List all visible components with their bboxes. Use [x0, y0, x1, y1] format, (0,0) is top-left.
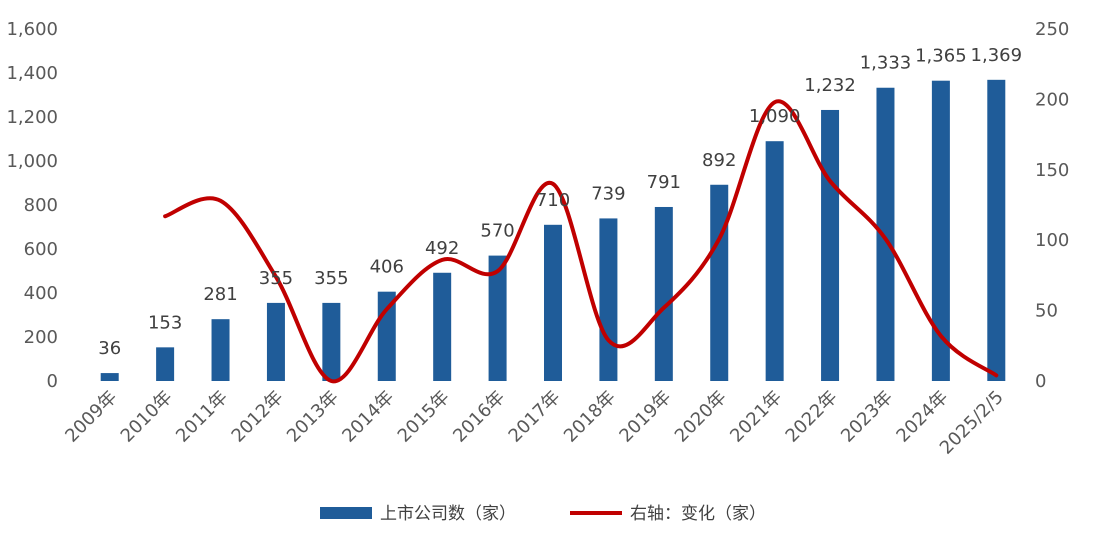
- bar: [987, 79, 1006, 381]
- bar-value-label: 36: [98, 338, 121, 359]
- x-axis-tick-label: 2012年: [228, 387, 288, 447]
- bar-value-label: 892: [702, 150, 736, 171]
- x-axis-labels: 2009年2010年2011年2012年2013年2014年2015年2016年…: [61, 387, 1008, 459]
- bar-value-label: 1,369: [971, 45, 1023, 66]
- right-axis-tick-label: 150: [1035, 160, 1069, 181]
- change-line: [163, 99, 999, 384]
- bar: [322, 302, 341, 381]
- right-axis: 0 50 100 150 200 250: [1035, 19, 1069, 392]
- left-axis-tick-label: 800: [24, 195, 58, 216]
- legend-bar-label: 上市公司数（家）: [380, 504, 516, 524]
- legend-line-label: 右轴：变化（家）: [630, 504, 766, 524]
- x-axis-tick-label: 2015年: [394, 387, 454, 447]
- bar-value-label: 710: [536, 190, 570, 211]
- right-axis-tick-label: 0: [1035, 371, 1046, 392]
- left-axis-tick-label: 0: [47, 371, 58, 392]
- bar-value-label: 355: [259, 268, 293, 289]
- bar: [266, 302, 285, 381]
- right-axis-tick-label: 50: [1035, 301, 1058, 322]
- bar-value-label: 739: [591, 183, 625, 204]
- x-axis-tick-label: 2019年: [615, 387, 675, 447]
- x-axis-tick-label: 2011年: [172, 387, 232, 447]
- bar-value-label: 1,333: [860, 53, 912, 74]
- legend-bar-swatch: [320, 507, 372, 519]
- left-axis-tick-label: 1,400: [6, 63, 58, 84]
- left-axis-tick-label: 1,000: [6, 151, 58, 172]
- bar-series: [100, 79, 1006, 382]
- bar: [876, 87, 895, 382]
- bar: [765, 141, 784, 381]
- bar: [931, 80, 950, 381]
- bar: [544, 224, 562, 381]
- x-axis-tick-label: 2023年: [837, 387, 897, 447]
- x-axis-tick-label: 2009年: [61, 387, 121, 447]
- bar-value-label: 406: [370, 257, 404, 278]
- left-axis-tick-label: 200: [24, 327, 58, 348]
- x-axis-tick-label: 2021年: [726, 387, 786, 447]
- x-axis-tick-label: 2018年: [560, 387, 620, 447]
- legend: 上市公司数（家） 右轴：变化（家）: [320, 504, 766, 524]
- x-axis-tick-label: 2013年: [283, 387, 343, 447]
- right-axis-tick-label: 100: [1035, 230, 1069, 251]
- left-axis-tick-label: 600: [24, 239, 58, 260]
- line-series: [163, 99, 999, 384]
- bar-value-label: 492: [425, 238, 459, 259]
- left-axis-tick-label: 1,200: [6, 107, 58, 128]
- bar: [654, 206, 673, 381]
- x-axis-tick-label: 2022年: [782, 387, 842, 447]
- right-axis-tick-label: 200: [1035, 89, 1069, 110]
- bar-value-label: 153: [148, 312, 182, 333]
- x-axis-tick-label: 2017年: [505, 387, 565, 447]
- bar: [488, 255, 507, 381]
- bar: [211, 319, 230, 381]
- bar: [433, 272, 452, 381]
- x-axis-tick-label: 2016年: [449, 387, 509, 447]
- bar-value-label: 1,090: [749, 106, 801, 127]
- x-axis-tick-label: 2020年: [671, 387, 731, 447]
- x-axis-tick-label: 2010年: [117, 387, 177, 447]
- bar-value-label: 281: [203, 284, 237, 305]
- right-axis-tick-label: 250: [1035, 19, 1069, 40]
- bar-value-label: 1,232: [804, 75, 856, 96]
- bar-value-labels: 36 153 281 355 355 406 492 570 710 739 791 892 1,090…: [98, 45, 1022, 359]
- bar-value-label: 1,365: [915, 46, 967, 67]
- left-axis-tick-label: 1,600: [6, 19, 58, 40]
- bar: [599, 218, 618, 381]
- bar: [821, 109, 840, 382]
- bar: [100, 373, 119, 381]
- bar-value-label: 791: [647, 172, 681, 193]
- bar-value-label: 355: [314, 268, 348, 289]
- bar: [710, 184, 729, 381]
- x-axis-tick-label: 2014年: [338, 387, 398, 447]
- bar-value-label: 570: [480, 221, 514, 242]
- bar: [156, 347, 175, 381]
- left-axis-tick-label: 400: [24, 283, 58, 304]
- left-axis: 0 200 400 600 800 1,000 1,200 1,400 1,600: [6, 19, 58, 392]
